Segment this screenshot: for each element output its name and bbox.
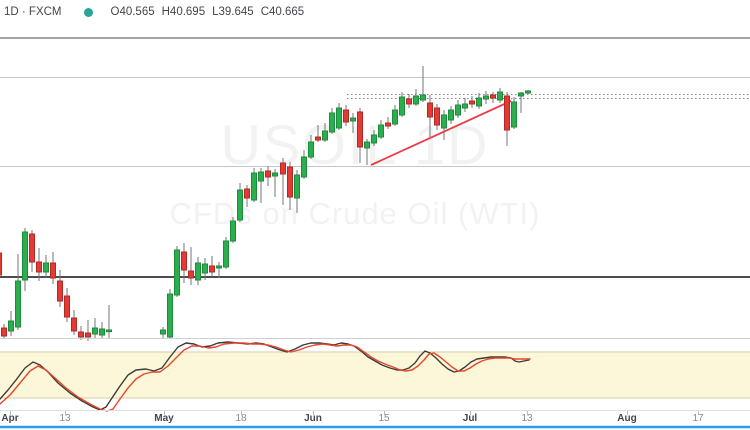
candle-down — [385, 122, 391, 127]
candle-up — [230, 220, 236, 242]
candle-up — [301, 156, 307, 178]
candle-up — [216, 265, 222, 269]
symbol-interval-label[interactable]: 1D · FXCM — [4, 6, 62, 18]
stochastic-d-line — [0, 342, 531, 412]
time-axis-label[interactable]: Jun — [304, 413, 322, 424]
candle-up — [392, 109, 398, 125]
ohlc-open-value: O40.565 — [110, 6, 155, 18]
candle-down — [78, 331, 84, 338]
time-axis[interactable]: Apr 13 May 18 Jun 15 Jul 13 Aug 17 — [1, 411, 704, 424]
candle-up — [350, 117, 356, 122]
candle-up — [167, 293, 173, 338]
candle-up — [258, 171, 264, 182]
candle-down — [0, 252, 2, 276]
candle-down — [406, 98, 412, 105]
chart-legend: 1D · FXCM O40.565 H40.695 L39.645 C40.66… — [4, 4, 311, 20]
series-color-dot — [83, 7, 93, 17]
candle-down — [504, 95, 510, 131]
time-axis-label[interactable]: Aug — [617, 413, 636, 424]
candle-down — [490, 94, 496, 99]
time-axis-label[interactable]: 13 — [521, 413, 533, 424]
candle-up — [15, 280, 21, 328]
candle-down — [469, 100, 475, 105]
candle-down — [85, 332, 91, 338]
candle-up — [308, 141, 314, 158]
candle-down — [29, 233, 35, 263]
candle-down — [71, 317, 77, 332]
time-axis-label[interactable]: 15 — [378, 413, 390, 424]
candle-down — [36, 261, 42, 273]
candle-up — [483, 95, 489, 100]
candle-up — [413, 95, 419, 105]
candle-up — [329, 112, 335, 133]
candle-up — [22, 231, 28, 281]
candle-down — [64, 295, 70, 318]
time-axis-label[interactable]: Jul — [463, 413, 478, 424]
time-axis-label[interactable]: Apr — [1, 413, 18, 424]
trendline — [370, 100, 512, 166]
candle-up — [525, 90, 531, 94]
candle-up — [476, 97, 482, 107]
ohlc-low-value: L39.645 — [212, 6, 254, 18]
candle-down — [181, 251, 187, 271]
candle-up — [106, 329, 112, 333]
candlestick-series — [0, 66, 531, 341]
time-axis-label[interactable]: May — [154, 413, 174, 424]
candle-up — [378, 124, 384, 138]
candle-up — [223, 240, 229, 268]
candle-down — [188, 270, 194, 279]
candle-up — [195, 262, 201, 281]
candle-down — [280, 162, 286, 175]
candle-down — [209, 265, 215, 273]
ohlc-high-value: H40.695 — [161, 6, 206, 18]
candle-up — [364, 141, 370, 149]
candle-up — [371, 134, 377, 144]
candle-up — [202, 263, 208, 274]
candle-down — [427, 102, 433, 118]
candle-down — [50, 262, 56, 279]
candle-up — [251, 172, 257, 201]
time-axis-label[interactable]: 17 — [692, 413, 704, 424]
candle-up — [497, 91, 503, 101]
candle-up — [441, 114, 447, 129]
candle-down — [1, 327, 7, 337]
candle-up — [448, 109, 454, 121]
candle-down — [244, 188, 250, 199]
candle-up — [399, 96, 405, 116]
candle-up — [322, 130, 328, 141]
candle-up — [174, 249, 180, 296]
candle-down — [434, 107, 440, 126]
candle-up — [8, 320, 14, 332]
time-axis-label[interactable]: 13 — [59, 413, 71, 424]
candle-up — [455, 104, 461, 116]
candle-down — [57, 280, 63, 302]
time-axis-label[interactable]: 18 — [235, 413, 247, 424]
candle-down — [315, 136, 321, 141]
candle-up — [462, 103, 468, 109]
candle-down — [265, 170, 271, 178]
candle-up — [518, 92, 524, 97]
candle-up — [294, 174, 300, 199]
candle-up — [160, 329, 166, 335]
candle-up — [272, 172, 278, 177]
candle-up — [336, 107, 342, 129]
candle-up — [237, 189, 243, 221]
candle-down — [287, 166, 293, 198]
candle-up — [92, 327, 98, 335]
candle-up — [99, 328, 105, 336]
candle-up — [511, 101, 517, 128]
ohlc-close-value: C40.665 — [260, 6, 305, 18]
candle-up — [43, 262, 49, 273]
candle-down — [343, 109, 349, 123]
candle-down — [357, 111, 363, 148]
candle-up — [420, 94, 426, 101]
